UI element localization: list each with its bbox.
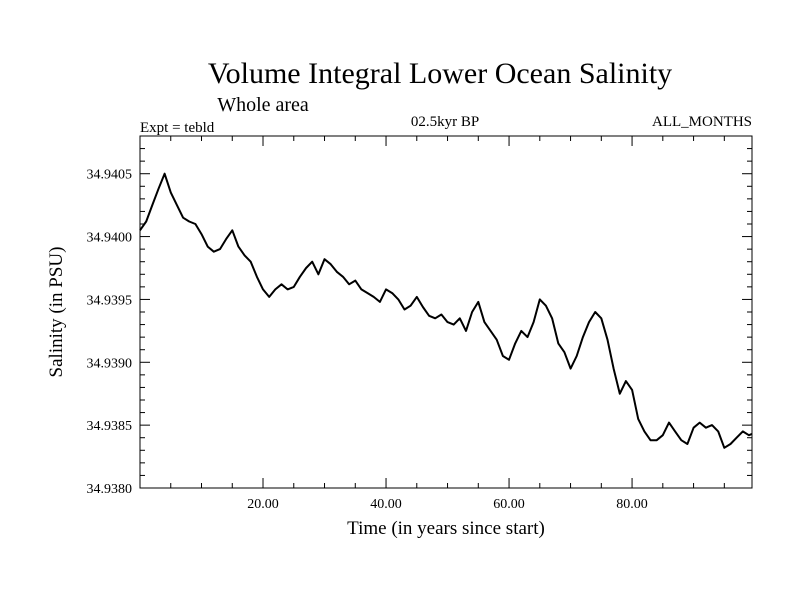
x-tick-label: 80.00 <box>616 497 648 512</box>
plot-area <box>139 172 753 449</box>
x-axis-label: Time (in years since start) <box>347 518 545 539</box>
x-tick-label: 40.00 <box>370 497 402 512</box>
header-right: ALL_MONTHS <box>652 114 752 130</box>
chart-subtitle: Whole area <box>217 94 309 116</box>
y-tick-label: 34.9390 <box>87 356 133 371</box>
chart-title: Volume Integral Lower Ocean Salinity <box>208 57 672 90</box>
y-tick-label: 34.9395 <box>87 293 133 308</box>
axes: 20.00 40.00 60.00 80.00 34.9380 34.9385 34.939… <box>87 135 753 512</box>
x-tick-label: 60.00 <box>493 497 525 512</box>
y-tick-label: 34.9380 <box>87 482 133 497</box>
y-tick-label: 34.9400 <box>87 231 133 246</box>
series-line-salinity <box>139 172 753 449</box>
y-axis-label: Salinity (in PSU) <box>46 247 67 378</box>
header-left: Expt = tebld <box>140 120 215 136</box>
plot-frame <box>139 135 753 489</box>
header-center: 02.5kyr BP <box>411 114 479 130</box>
x-tick-label: 20.00 <box>247 497 279 512</box>
y-tick-label: 34.9405 <box>87 168 133 183</box>
y-tick-label: 34.9385 <box>87 419 133 434</box>
